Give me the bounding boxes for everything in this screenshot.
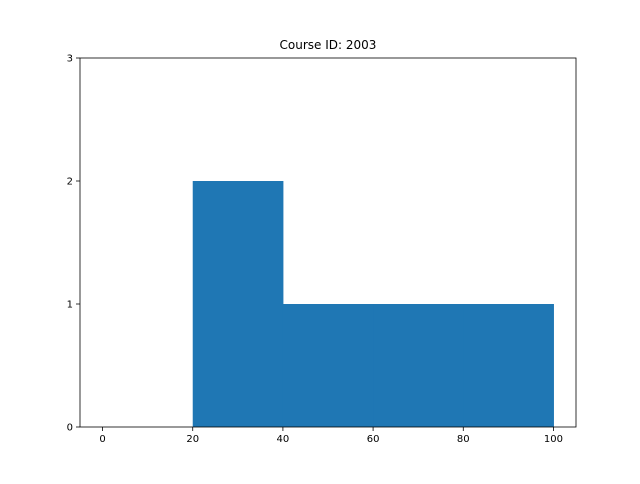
- histogram-bar-2: [373, 304, 464, 427]
- x-tick-label-4: 80: [457, 434, 470, 445]
- y-tick-label-1: 1: [67, 300, 73, 311]
- plot-frame: [79, 57, 577, 428]
- y-tick-label-0: 0: [67, 423, 73, 434]
- x-axis-ticks: 0 20 40 60 80 100: [99, 427, 563, 445]
- y-axis-ticks: 0 1 2 3: [67, 54, 80, 434]
- histogram-bar-1: [282, 304, 374, 427]
- histogram-bar-3: [463, 304, 554, 427]
- histogram-bar-0: [192, 181, 284, 427]
- x-tick-label-1: 20: [186, 434, 199, 445]
- x-tick-label-5: 100: [544, 434, 563, 445]
- x-tick-label-0: 0: [99, 434, 105, 445]
- x-tick-label-3: 60: [367, 434, 380, 445]
- bars-layer: [192, 181, 554, 427]
- y-tick-label-3: 3: [67, 54, 73, 65]
- chart-title: Course ID: 2003: [280, 38, 377, 52]
- x-tick-label-2: 40: [277, 434, 290, 445]
- y-tick-label-2: 2: [67, 177, 73, 188]
